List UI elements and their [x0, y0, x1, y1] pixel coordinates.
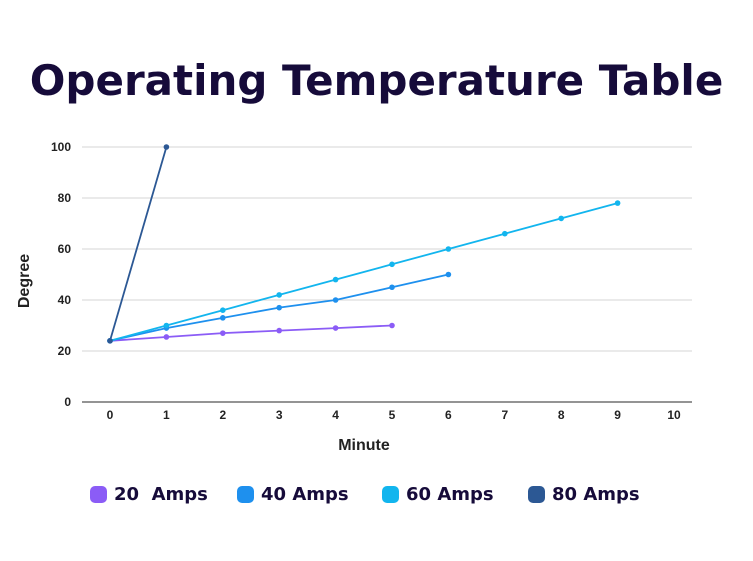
- legend-label: 60 Amps: [406, 484, 494, 505]
- legend-label: 40 Amps: [261, 484, 349, 505]
- x-tick-label: 3: [276, 408, 283, 422]
- data-point: [163, 334, 170, 340]
- legend-swatch: [382, 486, 399, 503]
- data-point: [502, 230, 508, 237]
- x-tick-label: 6: [445, 408, 452, 422]
- x-tick-label: 5: [389, 408, 396, 422]
- legend-item: 60 Amps: [382, 484, 494, 505]
- legend-swatch: [237, 486, 254, 503]
- legend-swatch: [90, 486, 107, 503]
- x-tick-label: 8: [558, 408, 565, 422]
- y-axis-title: Degree: [16, 254, 33, 308]
- data-point: [220, 307, 226, 314]
- y-tick-label: 80: [58, 191, 72, 205]
- data-point: [332, 297, 339, 303]
- data-point: [389, 261, 395, 268]
- chart-title: Operating Temperature Table: [29, 56, 724, 105]
- data-point: [445, 246, 452, 252]
- y-tick-label: 0: [64, 395, 71, 409]
- series-points: [107, 144, 621, 344]
- x-tick-labels: 0 1 2 3 4 5 6 7 8 9 10: [107, 408, 681, 422]
- line-chart: 0 1 2 3 4 5 6 7 8 9 10 0 20 40 60 80 100 Minute Degree: [16, 140, 692, 454]
- data-point: [389, 322, 395, 329]
- data-point: [332, 276, 339, 283]
- x-tick-label: 0: [107, 408, 114, 422]
- legend-label: 80 Amps: [552, 484, 640, 505]
- data-point: [389, 284, 395, 291]
- data-point: [276, 292, 283, 298]
- series-line-2: [109, 202, 618, 342]
- data-point: [220, 330, 226, 336]
- legend-item: 40 Amps: [237, 484, 349, 505]
- data-point: [445, 271, 452, 278]
- series-lines: [109, 146, 618, 342]
- y-tick-label: 60: [58, 242, 72, 256]
- x-tick-label: 1: [163, 408, 170, 422]
- x-tick-label: 4: [332, 408, 339, 422]
- legend-label: 20 Amps: [114, 484, 208, 505]
- grid-lines: [82, 146, 692, 403]
- y-tick-label: 40: [58, 293, 72, 307]
- data-point: [163, 144, 170, 150]
- data-point: [276, 327, 283, 334]
- legend-item: 80 Amps: [528, 484, 640, 505]
- y-tick-label: 20: [58, 344, 72, 358]
- x-tick-label: 9: [614, 408, 621, 422]
- x-tick-label: 7: [501, 408, 508, 422]
- x-tick-label: 10: [667, 408, 681, 422]
- series-line-0: [109, 324, 393, 342]
- legend-swatch: [528, 486, 545, 503]
- series-line-3: [109, 146, 168, 342]
- y-tick-label: 100: [51, 140, 71, 154]
- data-point: [220, 315, 226, 321]
- x-axis-title: Minute: [338, 437, 390, 454]
- data-point: [107, 338, 113, 344]
- data-point: [332, 325, 339, 331]
- data-point: [163, 322, 170, 329]
- y-tick-labels: 0 20 40 60 80 100: [51, 140, 71, 409]
- x-tick-label: 2: [219, 408, 226, 422]
- data-point: [614, 200, 621, 206]
- data-point: [276, 304, 283, 311]
- data-point: [558, 215, 564, 222]
- legend-item: 20 Amps: [90, 484, 208, 505]
- legend: 20 Amps 40 Amps 60 Amps 80 Amps: [90, 484, 730, 514]
